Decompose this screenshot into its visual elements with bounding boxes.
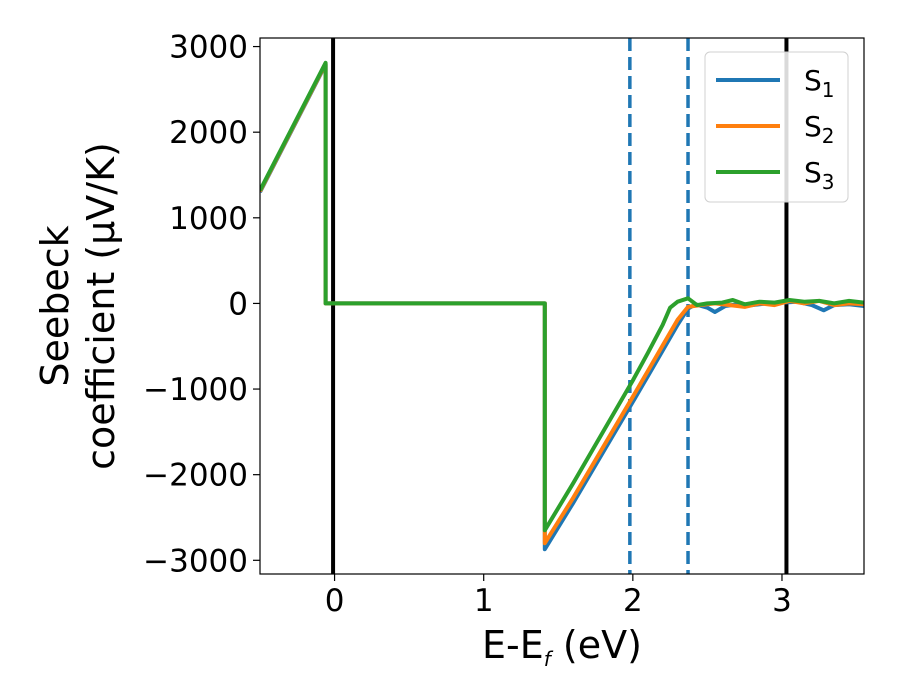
x-axis-title: E-Ef (eV) — [482, 623, 642, 671]
x-tick-label: 0 — [325, 583, 345, 619]
y-axis-title: Seebeck coefficient (μV/K) — [33, 142, 123, 470]
x-tick-label: 3 — [772, 583, 792, 619]
legend: S1 S2 S3 — [704, 51, 849, 203]
y-axis: 3000 2000 1000 0 −1000 −2000 −3000 — [143, 30, 260, 579]
series-line-s3 — [260, 60, 864, 533]
y-tick-label: −3000 — [143, 543, 248, 579]
y-tick-label: 2000 — [169, 115, 248, 151]
legend-label-s1: S1 — [804, 64, 835, 102]
x-tick-label: 1 — [474, 583, 494, 619]
y-tick-label: −2000 — [143, 458, 248, 494]
legend-label-s2: S2 — [804, 110, 835, 148]
x-tick-label: 2 — [623, 583, 643, 619]
plot-frame — [259, 37, 865, 575]
y-tick-label: 3000 — [169, 30, 248, 66]
legend-label-s3: S3 — [804, 156, 835, 194]
y-tick-label: −1000 — [143, 372, 248, 408]
x-axis: 0 1 2 3 — [325, 574, 792, 619]
y-tick-label: 0 — [228, 286, 248, 322]
y-axis-title-line1: Seebeck — [33, 225, 77, 386]
y-tick-label: 1000 — [169, 201, 248, 237]
series-layer — [260, 60, 864, 552]
y-axis-title-line2: coefficient (μV/K) — [79, 142, 123, 470]
